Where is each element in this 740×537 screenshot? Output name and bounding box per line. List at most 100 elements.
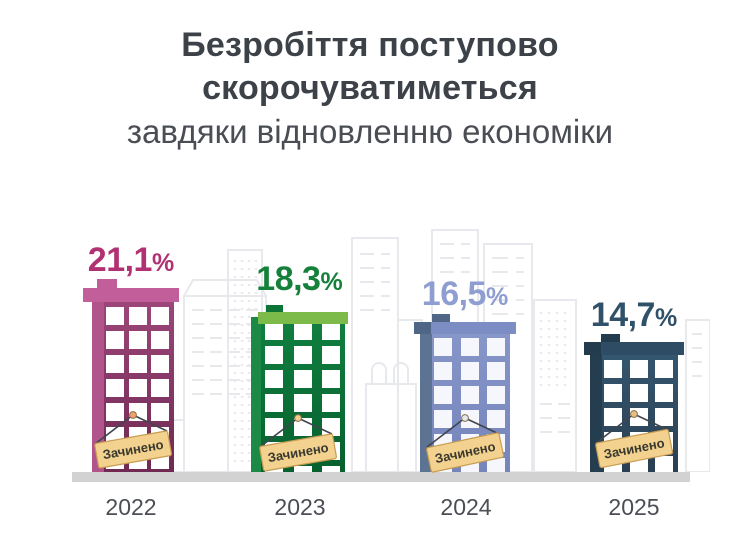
building-side-strip	[251, 317, 261, 472]
page-title-line1: Безробіття поступово	[181, 26, 559, 64]
window	[322, 370, 340, 388]
building-2023: 18,3% Зачинено	[251, 262, 348, 472]
value-label-2025: 14,7%	[591, 298, 677, 332]
window	[322, 346, 340, 364]
roof-band	[258, 312, 348, 324]
chimney	[601, 334, 620, 343]
sign-string	[633, 413, 669, 431]
year-label-2022: 2022	[105, 494, 157, 520]
window	[434, 386, 452, 404]
value-number: 16,5	[421, 275, 487, 313]
window	[128, 331, 147, 349]
window	[265, 346, 283, 364]
sign-string	[464, 417, 500, 435]
page-title-line2: скорочуватиметься	[202, 69, 538, 107]
window	[629, 360, 648, 378]
window	[293, 466, 312, 472]
window	[128, 379, 147, 397]
window	[106, 379, 124, 397]
window	[106, 355, 124, 373]
window	[655, 456, 673, 472]
closed-sign: Зачинено	[595, 410, 674, 469]
window	[487, 362, 505, 380]
window	[434, 338, 452, 356]
window	[265, 322, 283, 340]
sign-nail-icon	[461, 414, 469, 422]
percent-sign: %	[485, 283, 509, 311]
year-label-2025: 2025	[608, 494, 660, 520]
window	[106, 331, 124, 349]
sign-string	[426, 417, 466, 448]
window	[487, 458, 505, 472]
window	[293, 322, 312, 340]
window	[434, 410, 452, 428]
building-side-strip	[420, 333, 432, 472]
window	[293, 370, 312, 388]
value-label-2022: 21,1%	[88, 243, 174, 277]
window	[265, 394, 283, 412]
window	[655, 408, 673, 426]
percent-sign: %	[654, 304, 678, 332]
closed-sign: Зачинено	[259, 414, 337, 472]
chimney	[432, 314, 450, 323]
window	[106, 403, 124, 421]
sign-string	[595, 413, 635, 444]
building-2022: 21,1% Зачинено	[83, 243, 179, 472]
window	[434, 362, 452, 380]
value-number: 18,3	[256, 260, 321, 298]
sign-string	[94, 414, 134, 445]
window	[106, 307, 124, 325]
sign-string	[297, 417, 333, 435]
window	[604, 408, 622, 426]
sign-string	[259, 417, 299, 448]
sign-board	[595, 428, 674, 469]
roof-band	[414, 322, 516, 334]
year-label-2024: 2024	[440, 494, 492, 520]
window	[604, 384, 622, 402]
window	[151, 331, 169, 349]
window	[293, 394, 312, 412]
window	[655, 360, 673, 378]
percent-sign: %	[320, 268, 343, 296]
window	[151, 355, 169, 373]
ground-line	[72, 472, 690, 482]
closed-sign: Зачинено	[94, 411, 172, 469]
sign-nail-icon	[129, 411, 137, 419]
sign-nail-icon	[294, 414, 302, 422]
window	[151, 379, 169, 397]
value-label-2023: 18,3%	[256, 262, 342, 296]
window	[128, 307, 147, 325]
value-number: 21,1	[87, 241, 153, 279]
window	[460, 362, 479, 380]
percent-sign: %	[151, 249, 175, 277]
window	[322, 466, 340, 472]
window	[629, 384, 648, 402]
sign-string	[132, 414, 168, 432]
window	[322, 322, 340, 340]
window	[265, 370, 283, 388]
window	[487, 338, 505, 356]
chimney	[97, 279, 117, 289]
page-subtitle: завдяки відновленню економіки	[126, 113, 614, 150]
sign-board	[426, 432, 505, 473]
roof-band	[83, 288, 179, 302]
closed-sign: Зачинено	[426, 414, 505, 473]
title-block: Безробіття поступово скорочуватиметься з…	[0, 24, 740, 153]
window	[293, 346, 312, 364]
window	[128, 355, 147, 373]
sign-nail-icon	[630, 410, 638, 418]
sign-board	[94, 430, 172, 469]
window	[487, 386, 505, 404]
window	[265, 418, 283, 436]
year-label-2023: 2023	[274, 494, 326, 520]
value-number: 14,7	[590, 296, 656, 334]
roof-band	[584, 342, 684, 355]
window	[487, 410, 505, 428]
window	[322, 394, 340, 412]
window	[604, 360, 622, 378]
window	[151, 307, 169, 325]
window	[655, 384, 673, 402]
building-side-strip	[92, 302, 104, 472]
value-label-2024: 16,5%	[422, 277, 508, 311]
